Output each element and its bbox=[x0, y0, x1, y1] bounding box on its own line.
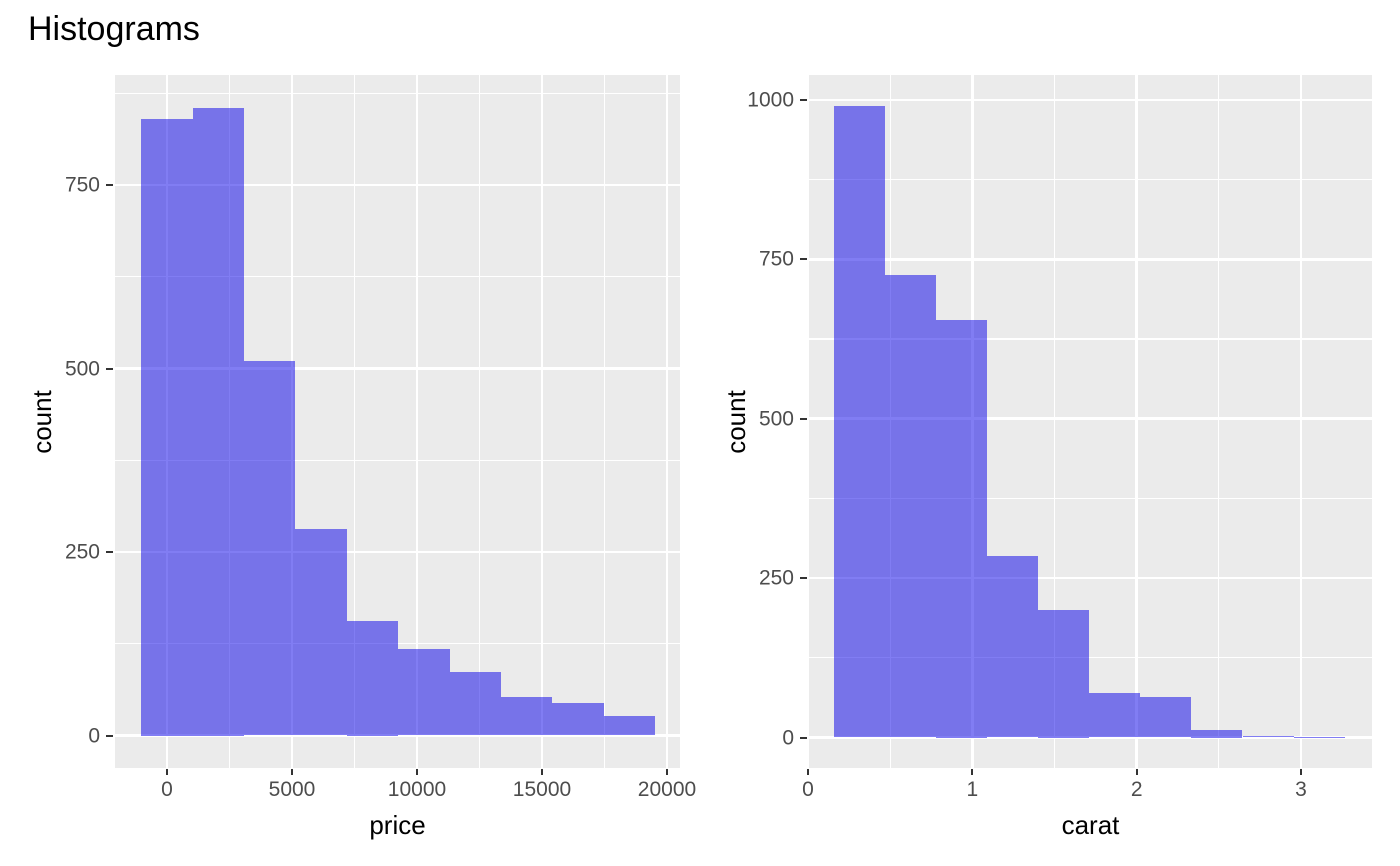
x-tick-label: 10000 bbox=[387, 778, 447, 801]
y-tick-mark bbox=[106, 184, 113, 187]
x-tick-mark bbox=[291, 769, 293, 775]
x-tick-label: 20000 bbox=[637, 778, 697, 801]
histogram-bar bbox=[398, 648, 450, 736]
gridline-minor bbox=[809, 497, 1372, 500]
y-tick-label: 250 bbox=[64, 540, 100, 564]
x-tick-mark bbox=[971, 769, 974, 775]
gridline-major bbox=[809, 98, 1372, 102]
gridline-minor bbox=[809, 338, 1372, 340]
gridline-major bbox=[809, 576, 1372, 580]
gridline-major bbox=[809, 417, 1372, 420]
y-tick-mark bbox=[800, 577, 807, 580]
histogram-bar bbox=[192, 108, 245, 736]
histogram-bar bbox=[1140, 697, 1192, 738]
gridline-minor bbox=[115, 276, 680, 278]
plot-panel bbox=[115, 75, 680, 768]
y-tick-mark bbox=[800, 98, 807, 101]
gridline-major bbox=[115, 367, 680, 370]
gridline-major bbox=[115, 550, 680, 554]
y-tick-mark bbox=[106, 367, 113, 370]
histogram-bar bbox=[935, 319, 987, 738]
histogram-bar bbox=[1191, 729, 1243, 738]
y-tick-label: 0 bbox=[88, 724, 100, 747]
histogram-bar bbox=[141, 119, 193, 736]
x-axis-title-carat: carat bbox=[1061, 810, 1120, 840]
histogram-bar bbox=[833, 106, 885, 738]
x-tick-label: 0 bbox=[161, 778, 173, 801]
y-axis-title-count-right: count bbox=[721, 389, 751, 454]
gridline-major bbox=[665, 75, 669, 768]
histogram-bar bbox=[884, 275, 936, 738]
x-tick-mark bbox=[666, 769, 668, 775]
x-tick-mark bbox=[166, 769, 168, 775]
histogram-bar bbox=[1242, 736, 1294, 738]
gridline-major bbox=[540, 75, 544, 768]
gridline-minor bbox=[809, 178, 1372, 181]
gridline-minor bbox=[809, 657, 1372, 659]
x-tick-label: 5000 bbox=[268, 778, 316, 801]
x-tick-label: 0 bbox=[802, 778, 814, 801]
gridline-minor bbox=[115, 92, 680, 94]
gridline-minor bbox=[478, 75, 481, 768]
histogram-bar bbox=[295, 529, 347, 736]
histogram-bar bbox=[244, 361, 296, 736]
plot-title: Histograms bbox=[28, 10, 200, 48]
x-tick-mark bbox=[416, 769, 418, 775]
y-tick-mark bbox=[800, 417, 807, 420]
histogram-bar bbox=[346, 621, 399, 736]
y-tick-label: 0 bbox=[782, 726, 794, 749]
histogram-bar bbox=[449, 671, 501, 736]
y-axis-title-count-left: count bbox=[27, 389, 57, 454]
x-tick-mark bbox=[1135, 769, 1138, 775]
gridline-minor bbox=[603, 75, 606, 768]
y-tick-mark bbox=[800, 736, 807, 739]
x-tick-mark bbox=[1300, 769, 1302, 775]
x-tick-label: 1 bbox=[966, 778, 979, 801]
x-tick-mark bbox=[541, 769, 543, 775]
histogram-bar bbox=[603, 715, 656, 736]
histogram-bar bbox=[501, 697, 553, 736]
gridline-minor bbox=[1218, 75, 1220, 768]
gridline-major bbox=[1135, 75, 1138, 768]
histogram-bar bbox=[1293, 736, 1345, 738]
y-tick-label: 750 bbox=[758, 247, 794, 271]
gridline-major bbox=[809, 736, 1372, 739]
y-tick-label: 1000 bbox=[747, 88, 794, 112]
histogram-bar bbox=[987, 555, 1039, 738]
gridline-minor bbox=[1053, 75, 1056, 768]
gridline-major bbox=[115, 183, 680, 187]
x-axis-title-price: price bbox=[369, 810, 426, 840]
histogram-bar bbox=[1089, 692, 1141, 738]
histogram-bar bbox=[1038, 610, 1090, 738]
x-tick-mark bbox=[807, 769, 809, 775]
y-tick-mark bbox=[106, 734, 113, 737]
histogram-bar bbox=[552, 703, 604, 736]
gridline-minor bbox=[115, 459, 680, 461]
x-tick-label: 15000 bbox=[512, 778, 572, 801]
y-tick-mark bbox=[106, 551, 113, 553]
x-tick-label: 3 bbox=[1295, 778, 1307, 801]
gridline-major bbox=[809, 258, 1372, 261]
gridline-major bbox=[1299, 75, 1303, 768]
x-tick-label: 2 bbox=[1130, 778, 1143, 801]
y-tick-label: 500 bbox=[758, 407, 794, 431]
y-tick-mark bbox=[800, 258, 807, 261]
gridline-minor bbox=[353, 75, 356, 768]
plot-panel bbox=[809, 75, 1372, 768]
y-tick-label: 500 bbox=[64, 357, 100, 381]
y-tick-label: 250 bbox=[758, 566, 794, 590]
y-tick-label: 750 bbox=[64, 173, 100, 197]
gridline-major bbox=[415, 75, 419, 768]
